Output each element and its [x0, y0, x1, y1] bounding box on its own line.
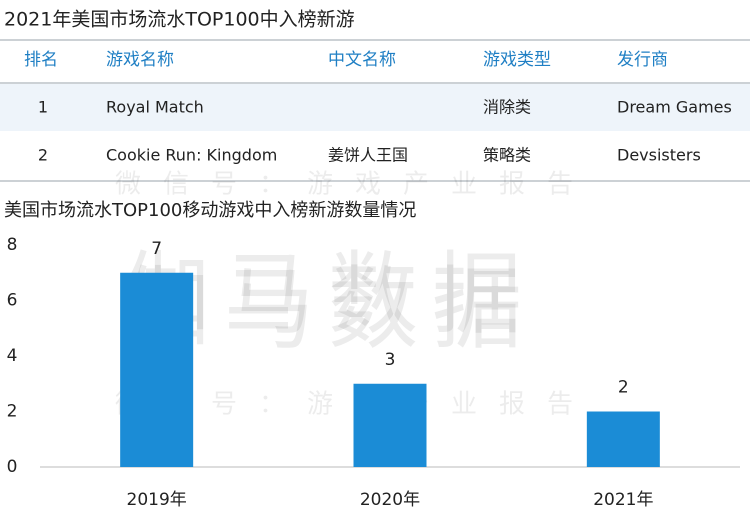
table-cell: Dream Games — [617, 98, 732, 117]
column-header: 游戏类型 — [483, 50, 551, 70]
table-cell: 2 — [38, 146, 48, 165]
y-tick-label: 4 — [7, 346, 18, 366]
table-cell: Cookie Run: Kingdom — [106, 146, 277, 165]
value-label: 3 — [385, 350, 396, 370]
column-header: 排名 — [24, 50, 58, 70]
y-tick-label: 0 — [7, 457, 18, 477]
y-tick-label: 2 — [7, 402, 18, 422]
column-header: 发行商 — [617, 50, 668, 70]
table-cell: 消除类 — [483, 98, 531, 117]
chart-title: 美国市场流水TOP100移动游戏中入榜新游数量情况 — [4, 200, 416, 221]
row-highlight — [0, 84, 750, 131]
table-cell: Royal Match — [106, 98, 204, 117]
x-tick-label: 2019年 — [127, 490, 187, 510]
watermark: 微信号：游戏产业报告 — [115, 170, 595, 200]
table-cell: 1 — [38, 98, 48, 117]
bar — [586, 411, 660, 467]
bar — [120, 272, 194, 467]
x-tick-label: 2021年 — [593, 490, 653, 510]
y-tick-label: 6 — [7, 291, 18, 311]
x-tick-label: 2020年 — [360, 490, 420, 510]
column-header: 中文名称 — [328, 50, 396, 70]
value-label: 7 — [151, 239, 162, 259]
y-tick-label: 8 — [7, 235, 18, 255]
value-label: 2 — [618, 378, 629, 398]
bar — [353, 383, 427, 467]
table-cell: 姜饼人王国 — [328, 146, 408, 165]
table-cell: Devsisters — [617, 146, 701, 165]
column-header: 游戏名称 — [106, 50, 174, 70]
table-cell: 策略类 — [483, 146, 531, 165]
table-title: 2021年美国市场流水TOP100中入榜新游 — [4, 9, 355, 31]
